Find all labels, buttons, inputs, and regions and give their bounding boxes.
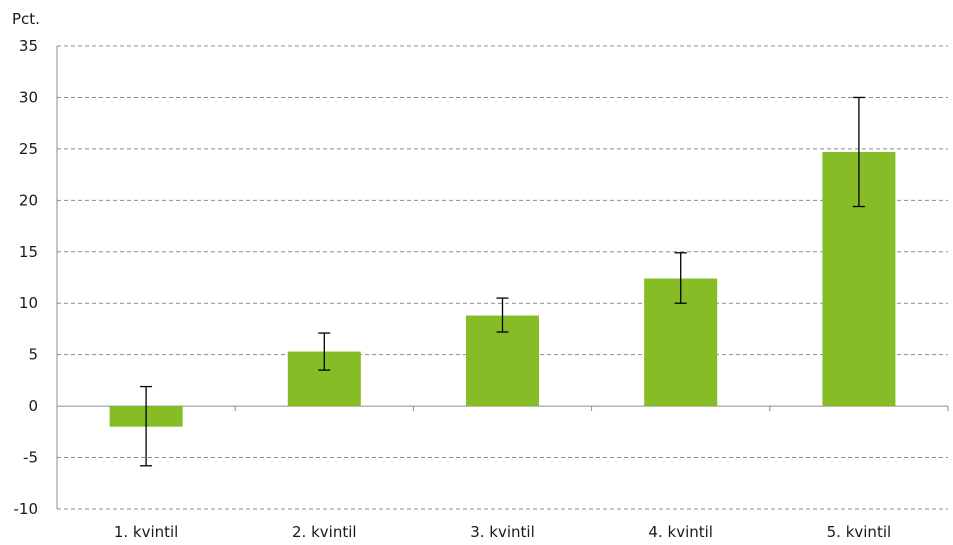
x-category-label: 2. kvintil: [292, 523, 357, 541]
axes: [56, 46, 949, 509]
y-tick-label: 5: [28, 346, 38, 364]
y-tick-label: 0: [28, 397, 38, 415]
y-tick-label: 30: [19, 88, 38, 106]
gridlines: [57, 45, 948, 510]
x-category-label: 1. kvintil: [114, 523, 179, 541]
y-tick-label: -10: [14, 500, 39, 518]
x-category-label: 4. kvintil: [648, 523, 713, 541]
error-bars: [140, 96, 865, 467]
y-axis-unit-label: Pct.: [12, 10, 40, 28]
x-category-label: 3. kvintil: [470, 523, 535, 541]
y-tick-label: 20: [19, 191, 38, 209]
y-tick-label: -5: [23, 449, 38, 467]
bars: [109, 151, 896, 427]
axis-labels: -10 -5 0 5 10 15 20 25 30 35 1. kvintil 2. kvintil 3…: [14, 37, 892, 541]
y-tick-label: 15: [19, 243, 38, 261]
y-tick-label: 25: [19, 140, 38, 158]
y-tick-label: 35: [19, 37, 38, 55]
x-category-label: 5. kvintil: [827, 523, 892, 541]
y-tick-label: 10: [19, 294, 38, 312]
